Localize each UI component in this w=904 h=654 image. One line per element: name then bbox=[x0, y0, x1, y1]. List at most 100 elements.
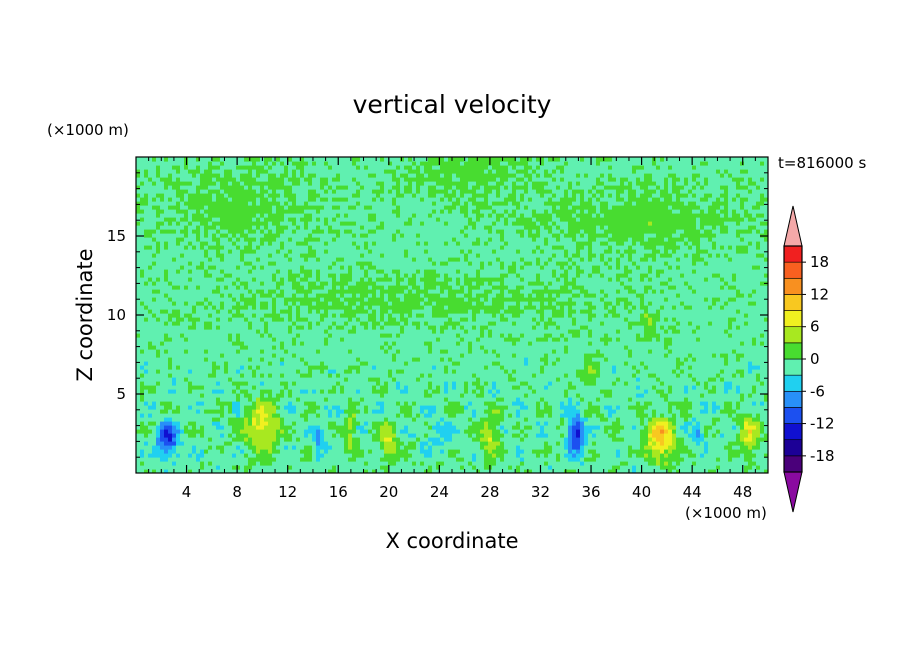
field-cell bbox=[176, 217, 181, 222]
field-cell bbox=[208, 397, 213, 402]
field-cell bbox=[180, 185, 185, 190]
field-cell bbox=[312, 209, 317, 214]
field-cell bbox=[164, 377, 169, 382]
field-cell bbox=[264, 169, 269, 174]
field-cell bbox=[136, 397, 141, 402]
field-cell bbox=[156, 217, 161, 222]
field-cell bbox=[348, 281, 353, 286]
field-cell bbox=[152, 405, 157, 410]
field-cell bbox=[372, 313, 377, 318]
field-cell bbox=[236, 297, 241, 302]
field-cell bbox=[356, 369, 361, 374]
field-cell bbox=[192, 293, 197, 298]
field-cell bbox=[308, 437, 313, 442]
field-cell bbox=[268, 349, 273, 354]
field-cell bbox=[168, 345, 173, 350]
field-cell bbox=[248, 157, 253, 162]
field-cell bbox=[384, 213, 389, 218]
field-cell bbox=[380, 261, 385, 266]
field-cell bbox=[268, 301, 273, 306]
field-cell bbox=[256, 373, 261, 378]
field-cell bbox=[260, 193, 265, 198]
field-cell bbox=[196, 409, 201, 414]
field-cell bbox=[300, 453, 305, 458]
field-cell bbox=[320, 329, 325, 334]
field-cell bbox=[220, 281, 225, 286]
field-cell bbox=[236, 189, 241, 194]
field-cell bbox=[324, 321, 329, 326]
field-cell bbox=[216, 229, 221, 234]
field-cell bbox=[280, 333, 285, 338]
field-cell bbox=[164, 221, 169, 226]
field-cell bbox=[148, 161, 153, 166]
field-cell bbox=[316, 165, 321, 170]
field-cell bbox=[240, 337, 245, 342]
field-cell bbox=[296, 241, 301, 246]
field-cell bbox=[380, 205, 385, 210]
field-cell bbox=[300, 357, 305, 362]
field-cell bbox=[260, 389, 265, 394]
field-cell bbox=[244, 245, 249, 250]
field-cell bbox=[220, 301, 225, 306]
field-cell bbox=[348, 177, 353, 182]
field-cell bbox=[292, 253, 297, 258]
field-cell bbox=[256, 253, 261, 258]
field-cell bbox=[268, 329, 273, 334]
field-cell bbox=[380, 417, 385, 422]
field-cell bbox=[168, 313, 173, 318]
field-cell bbox=[372, 277, 377, 282]
field-cell bbox=[220, 197, 225, 202]
field-cell bbox=[248, 329, 253, 334]
field-cell bbox=[172, 245, 177, 250]
field-cell bbox=[144, 305, 149, 310]
field-cell bbox=[316, 233, 321, 238]
field-cell bbox=[180, 285, 185, 290]
field-cell bbox=[352, 201, 357, 206]
field-cell bbox=[360, 433, 365, 438]
field-cell bbox=[236, 237, 241, 242]
field-cell bbox=[168, 269, 173, 274]
field-cell bbox=[136, 385, 141, 390]
field-cell bbox=[236, 465, 241, 470]
field-cell bbox=[172, 401, 177, 406]
field-cell bbox=[324, 229, 329, 234]
field-cell bbox=[356, 197, 361, 202]
field-cell bbox=[356, 349, 361, 354]
field-cell bbox=[272, 305, 277, 310]
field-cell bbox=[376, 461, 381, 466]
field-cell bbox=[212, 281, 217, 286]
field-cell bbox=[240, 433, 245, 438]
field-cell bbox=[364, 197, 369, 202]
field-cell bbox=[336, 245, 341, 250]
field-cell bbox=[276, 257, 281, 262]
field-cell bbox=[316, 421, 321, 426]
field-cell bbox=[180, 381, 185, 386]
field-cell bbox=[208, 237, 213, 242]
field-cell bbox=[288, 349, 293, 354]
field-cell bbox=[144, 201, 149, 206]
field-cell bbox=[368, 273, 373, 278]
field-cell bbox=[252, 245, 257, 250]
field-cell bbox=[312, 373, 317, 378]
field-cell bbox=[220, 397, 225, 402]
field-cell bbox=[368, 209, 373, 214]
field-cell bbox=[276, 341, 281, 346]
field-cell bbox=[180, 269, 185, 274]
field-cell bbox=[280, 189, 285, 194]
field-cell bbox=[172, 309, 177, 314]
field-cell bbox=[160, 289, 165, 294]
field-cell bbox=[280, 165, 285, 170]
field-cell bbox=[368, 249, 373, 254]
field-cell bbox=[192, 249, 197, 254]
field-cell bbox=[288, 405, 293, 410]
field-cell bbox=[276, 197, 281, 202]
field-cell bbox=[224, 213, 229, 218]
field-cell bbox=[368, 193, 373, 198]
field-cell bbox=[276, 321, 281, 326]
field-cell bbox=[144, 425, 149, 430]
field-cell bbox=[180, 253, 185, 258]
field-cell bbox=[296, 385, 301, 390]
field-cell bbox=[320, 297, 325, 302]
field-cell bbox=[244, 233, 249, 238]
